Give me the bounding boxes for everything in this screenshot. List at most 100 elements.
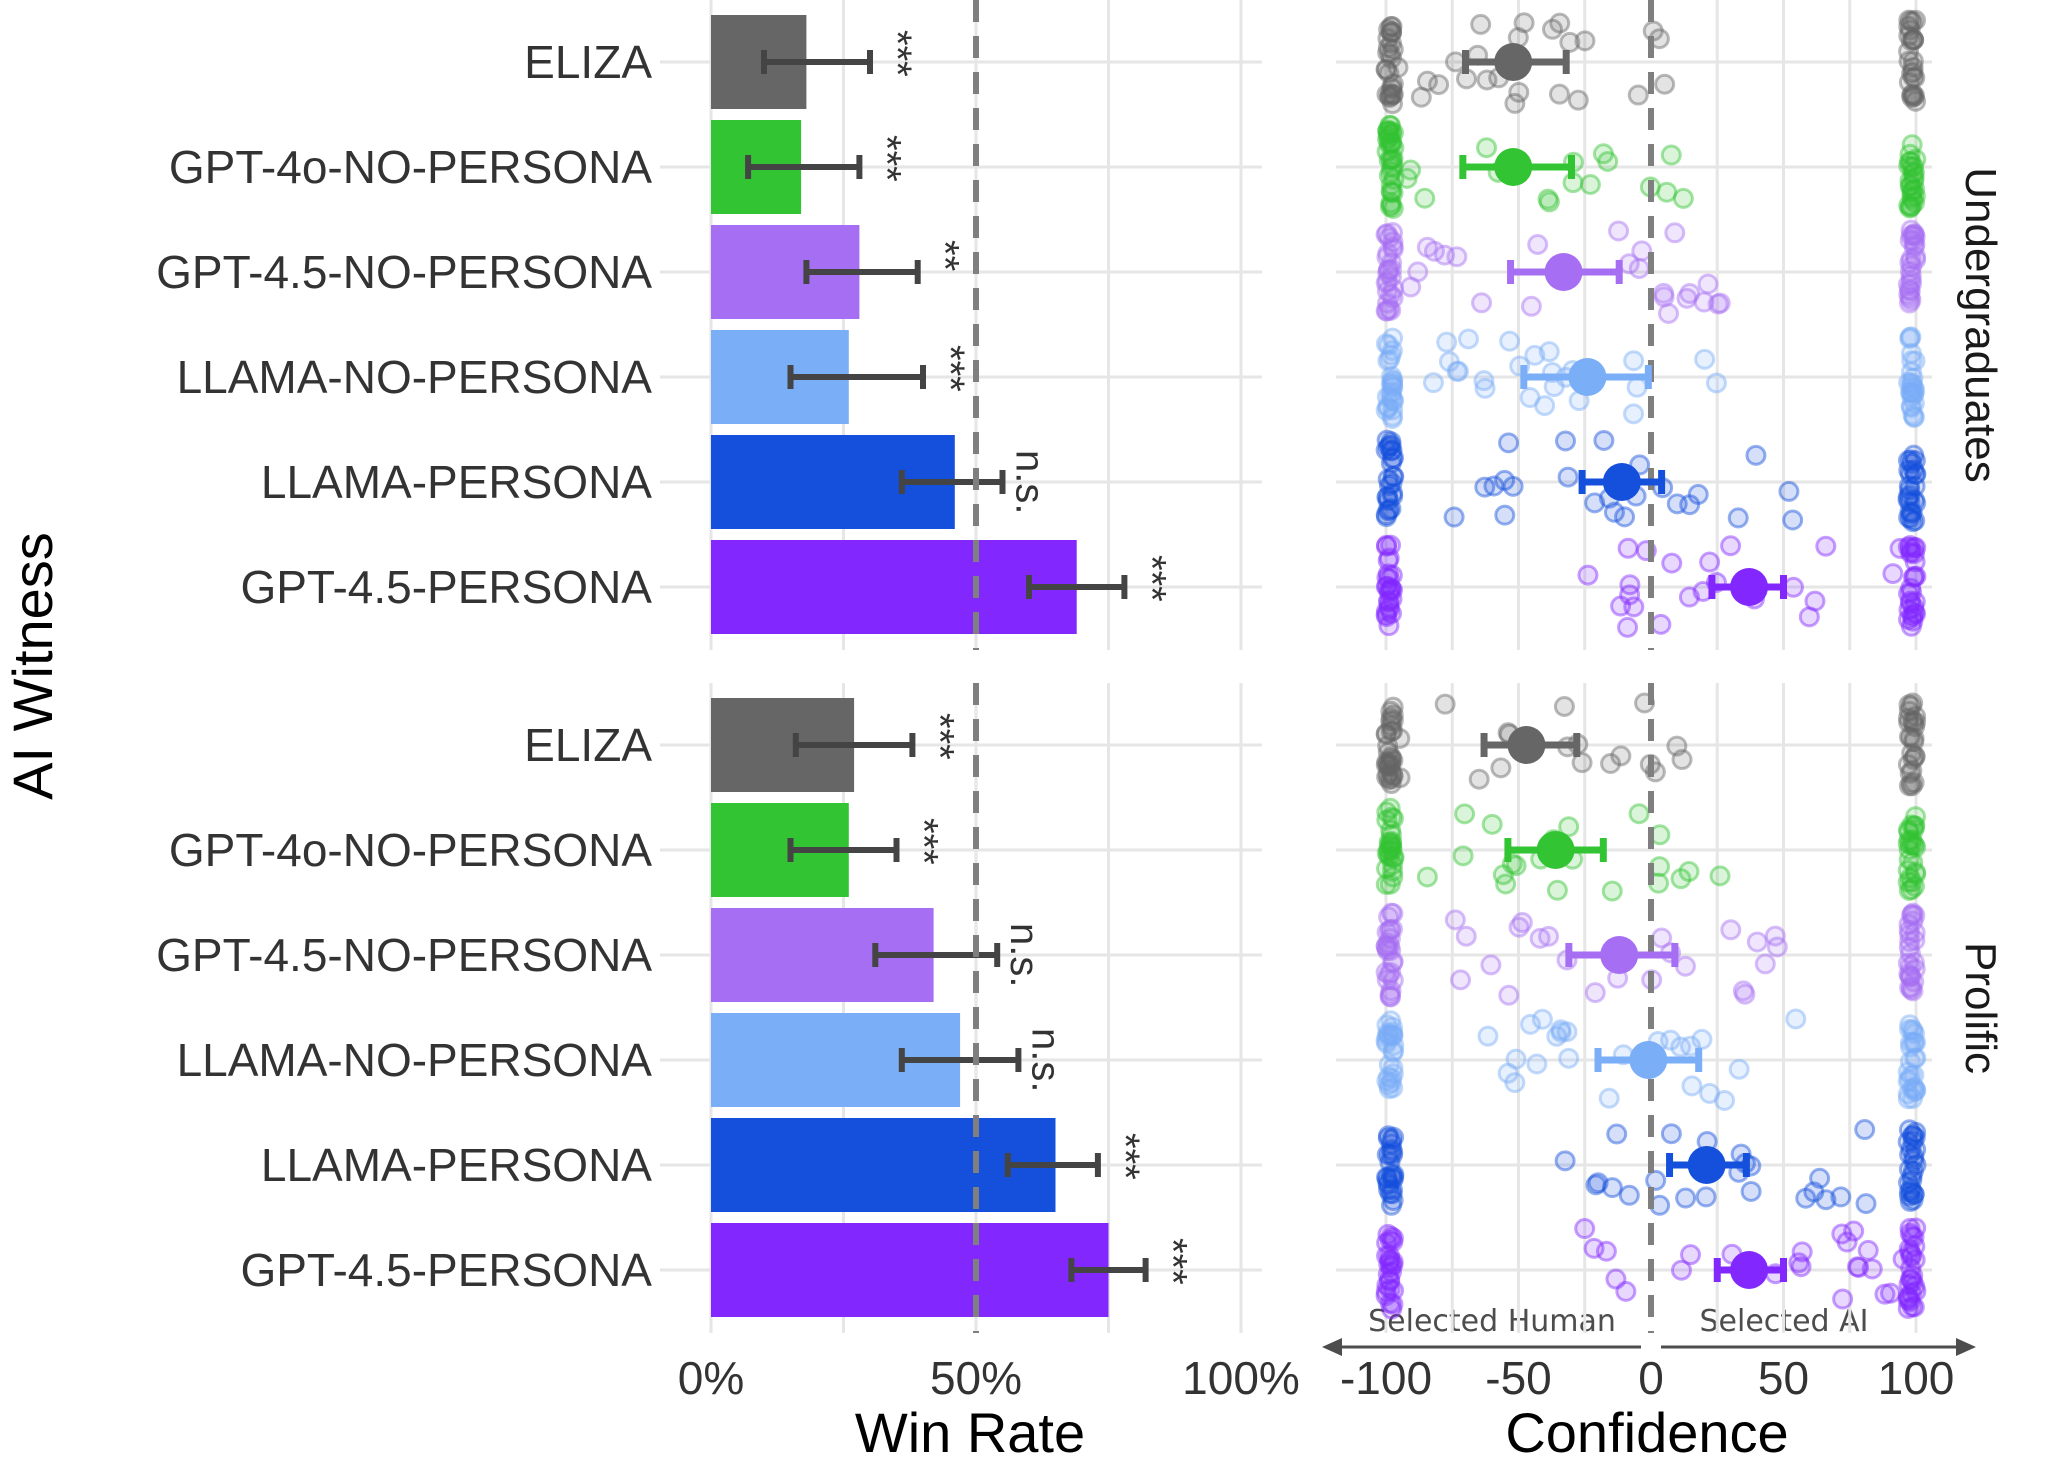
confidence-point	[1380, 715, 1402, 737]
confidence-point	[1376, 300, 1398, 322]
confidence-point	[1901, 871, 1923, 893]
confidence-point	[1375, 600, 1397, 622]
confidence-point	[1854, 1119, 1876, 1141]
confidence-point	[1494, 469, 1516, 491]
confidence-point	[1382, 1041, 1404, 1063]
confidence-point	[1558, 816, 1580, 838]
confidence-point	[1376, 575, 1398, 597]
x-tick-label-confidence: -50	[1485, 1352, 1551, 1404]
confidence-point	[1381, 439, 1403, 461]
confidence-point	[1381, 836, 1403, 858]
confidence-mean-gpt-4o-no-persona-prolific	[1536, 831, 1575, 869]
confidence-point	[1382, 236, 1404, 258]
selected-ai-arrowhead	[1956, 1338, 1976, 1356]
confidence-point	[1595, 1240, 1617, 1262]
confidence-point	[1382, 1141, 1404, 1163]
confidence-point	[1380, 707, 1402, 729]
confidence-point	[1664, 222, 1686, 244]
confidence-point	[1382, 38, 1404, 60]
confidence-point	[1499, 330, 1521, 352]
confidence-point	[1381, 340, 1403, 362]
confidence-point	[1382, 399, 1404, 421]
confidence-point	[1380, 751, 1402, 773]
confidence-point	[1495, 873, 1517, 895]
confidence-point	[1381, 918, 1403, 940]
confidence-point	[1378, 499, 1400, 521]
confidence-point	[1904, 591, 1926, 613]
confidence-point	[1905, 249, 1927, 271]
confidence-point	[1380, 746, 1402, 768]
confidence-point	[1904, 450, 1926, 472]
confidence-point	[1375, 399, 1397, 421]
confidence-point	[1670, 868, 1692, 890]
confidence-point	[1381, 252, 1403, 274]
confidence-point	[1382, 709, 1404, 731]
confidence-point	[1904, 1081, 1926, 1103]
confidence-point	[1382, 466, 1404, 488]
confidence-point	[1905, 565, 1927, 587]
confidence-point	[1617, 616, 1639, 638]
confidence-point	[1379, 985, 1401, 1007]
confidence-point	[1905, 863, 1927, 885]
confidence-point	[1381, 1163, 1403, 1185]
confidence-point	[1381, 1024, 1403, 1046]
confidence-point	[1381, 373, 1403, 395]
confidence-point	[1381, 408, 1403, 430]
confidence-mean-llama-persona-undergraduates	[1602, 463, 1641, 501]
confidence-point	[1679, 282, 1701, 304]
confidence-point	[1378, 591, 1400, 613]
confidence-point	[1468, 768, 1490, 790]
confidence-point	[1902, 367, 1924, 389]
confidence-point	[1900, 726, 1922, 748]
confidence-point	[1416, 866, 1438, 888]
confidence-point	[1423, 240, 1445, 262]
confidence-point	[1436, 331, 1458, 353]
confidence-point	[1905, 1031, 1927, 1053]
x-axis-title-confidence: Confidence	[1505, 1401, 1788, 1463]
confidence-point	[1376, 940, 1398, 962]
confidence-point	[1898, 1158, 1920, 1180]
confidence-point	[1905, 246, 1927, 268]
confidence-point	[1382, 579, 1404, 601]
confidence-point	[1902, 1124, 1924, 1146]
confidence-point	[1381, 16, 1403, 38]
confidence-point	[1587, 1172, 1609, 1194]
confidence-point	[1902, 1189, 1924, 1211]
confidence-point	[1381, 157, 1403, 179]
confidence-point	[1855, 1193, 1877, 1215]
confidence-point	[1905, 705, 1927, 727]
confidence-point	[1904, 1079, 1926, 1101]
confidence-point	[1597, 150, 1619, 172]
confidence-point	[1901, 1181, 1923, 1203]
witness-label-gpt-4o-no-persona-undergraduates: GPT-4o-NO-PERSONA	[169, 141, 652, 193]
confidence-point	[1898, 913, 1920, 935]
confidence-point	[1903, 1064, 1925, 1086]
confidence-point	[1381, 472, 1403, 494]
confidence-point	[1383, 1163, 1405, 1185]
confidence-point	[1680, 1035, 1702, 1057]
confidence-point	[1382, 1293, 1404, 1315]
confidence-point	[1513, 12, 1535, 34]
confidence-point	[1376, 1274, 1398, 1296]
confidence-point	[1378, 769, 1400, 791]
confidence-point	[1546, 1025, 1568, 1047]
confidence-point	[1904, 226, 1926, 248]
confidence-point	[1900, 372, 1922, 394]
confidence-point	[1383, 1166, 1405, 1188]
confidence-point	[1379, 797, 1401, 819]
confidence-point	[1732, 980, 1754, 1002]
confidence-point	[1904, 67, 1926, 89]
confidence-point	[1880, 1282, 1902, 1304]
confidence-point	[1900, 1246, 1922, 1268]
confidence-point	[1376, 1167, 1398, 1189]
confidence-point	[1381, 1133, 1403, 1155]
confidence-point	[1902, 910, 1924, 932]
confidence-point	[1382, 704, 1404, 726]
confidence-point	[1378, 964, 1400, 986]
x-tick-label-win-rate: 0%	[678, 1352, 744, 1404]
confidence-point	[1375, 535, 1397, 557]
confidence-point	[1902, 56, 1924, 78]
confidence-point	[1900, 1268, 1922, 1290]
confidence-point	[1898, 963, 1920, 985]
